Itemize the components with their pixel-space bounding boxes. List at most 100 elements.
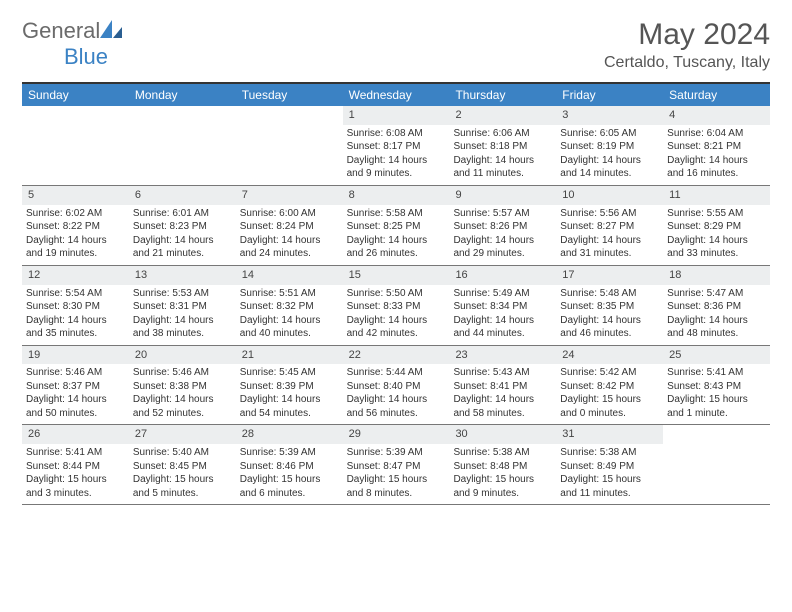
sunrise-line: Sunrise: 5:38 AM xyxy=(560,446,659,460)
daynum-bar: 23 xyxy=(449,346,556,365)
sunrise-line: Sunrise: 5:53 AM xyxy=(133,287,232,301)
sunrise-line: Sunrise: 6:01 AM xyxy=(133,207,232,221)
page-header: GeneralBlue May 2024 Certaldo, Tuscany, … xyxy=(22,18,770,72)
day-cell: 4 Sunrise: 6:04 AMSunset: 8:21 PMDaylight… xyxy=(663,106,770,185)
sunset-line: Sunset: 8:47 PM xyxy=(347,460,446,474)
daylight-line: Daylight: 15 hours and 9 minutes. xyxy=(453,473,552,500)
daylight-line: Daylight: 15 hours and 11 minutes. xyxy=(560,473,659,500)
day-cell: 3Sunrise: 6:05 AMSunset: 8:19 PMDaylight… xyxy=(556,106,663,185)
day-cell: 9Sunrise: 5:57 AMSunset: 8:26 PMDaylight… xyxy=(449,186,556,265)
day-header-cell: Tuesday xyxy=(236,84,343,106)
daylight-line: Daylight: 14 hours and 52 minutes. xyxy=(133,393,232,420)
weeks-container: 1Sunrise: 6:08 AMSunset: 8:17 PMDaylight… xyxy=(22,106,770,505)
sunset-line: Sunset: 8:24 PM xyxy=(240,220,339,234)
week-row: 1Sunrise: 6:08 AMSunset: 8:17 PMDaylight… xyxy=(22,106,770,186)
week-row: 5Sunrise: 6:02 AMSunset: 8:22 PMDaylight… xyxy=(22,186,770,266)
sunrise-line: Sunrise: 5:41 AM xyxy=(667,366,766,380)
daylight-line: Daylight: 14 hours and 21 minutes. xyxy=(133,234,232,261)
daynum-bar: 22 xyxy=(343,346,450,365)
sunset-line: Sunset: 8:26 PM xyxy=(453,220,552,234)
day-cell: 20Sunrise: 5:46 AMSunset: 8:38 PMDayligh… xyxy=(129,346,236,425)
sunrise-line: Sunrise: 6:06 AM xyxy=(453,127,552,141)
sunrise-line: Sunrise: 5:39 AM xyxy=(347,446,446,460)
daylight-line: Daylight: 14 hours and 31 minutes. xyxy=(560,234,659,261)
title-block: May 2024 Certaldo, Tuscany, Italy xyxy=(604,18,770,72)
day-cell xyxy=(22,106,129,185)
day-cell: 15Sunrise: 5:50 AMSunset: 8:33 PMDayligh… xyxy=(343,266,450,345)
daylight-line: Daylight: 15 hours and 8 minutes. xyxy=(347,473,446,500)
daylight-line: Daylight: 14 hours and 48 minutes. xyxy=(667,314,766,341)
sunset-line: Sunset: 8:44 PM xyxy=(26,460,125,474)
daynum-bar-empty xyxy=(22,106,129,124)
daynum-bar: 2 xyxy=(449,106,556,125)
sunset-line: Sunset: 8:40 PM xyxy=(347,380,446,394)
daylight-line: Daylight: 14 hours and 9 minutes. xyxy=(347,154,446,181)
sunset-line: Sunset: 8:45 PM xyxy=(133,460,232,474)
daynum-bar: 16 xyxy=(449,266,556,285)
sunrise-line: Sunrise: 5:42 AM xyxy=(560,366,659,380)
sunset-line: Sunset: 8:25 PM xyxy=(347,220,446,234)
day-cell xyxy=(236,106,343,185)
daynum-bar: 7 xyxy=(236,186,343,205)
daynum-bar: 24 xyxy=(556,346,663,365)
day-cell xyxy=(129,106,236,185)
day-cell: 8Sunrise: 5:58 AMSunset: 8:25 PMDaylight… xyxy=(343,186,450,265)
sunset-line: Sunset: 8:39 PM xyxy=(240,380,339,394)
daynum-bar-empty xyxy=(663,425,770,443)
sunset-line: Sunset: 8:34 PM xyxy=(453,300,552,314)
sunrise-line: Sunrise: 5:45 AM xyxy=(240,366,339,380)
sunrise-line: Sunrise: 6:02 AM xyxy=(26,207,125,221)
day-cell: 31Sunrise: 5:38 AMSunset: 8:49 PMDayligh… xyxy=(556,425,663,504)
sunset-line: Sunset: 8:21 PM xyxy=(667,140,766,154)
sail-icon xyxy=(100,18,122,43)
day-header-cell: Saturday xyxy=(663,84,770,106)
sunset-line: Sunset: 8:17 PM xyxy=(347,140,446,154)
sunrise-line: Sunrise: 6:04 AM xyxy=(667,127,766,141)
daynum-bar: 18 xyxy=(663,266,770,285)
day-cell: 28Sunrise: 5:39 AMSunset: 8:46 PMDayligh… xyxy=(236,425,343,504)
daynum-bar: 4 xyxy=(663,106,770,125)
day-cell: 2Sunrise: 6:06 AMSunset: 8:18 PMDaylight… xyxy=(449,106,556,185)
day-cell: 17Sunrise: 5:48 AMSunset: 8:35 PMDayligh… xyxy=(556,266,663,345)
daylight-line: Daylight: 14 hours and 40 minutes. xyxy=(240,314,339,341)
daylight-line: Daylight: 14 hours and 42 minutes. xyxy=(347,314,446,341)
sunrise-line: Sunrise: 5:50 AM xyxy=(347,287,446,301)
daynum-bar: 3 xyxy=(556,106,663,125)
daynum-bar: 17 xyxy=(556,266,663,285)
sunset-line: Sunset: 8:19 PM xyxy=(560,140,659,154)
day-cell: 10Sunrise: 5:56 AMSunset: 8:27 PMDayligh… xyxy=(556,186,663,265)
week-row: 26Sunrise: 5:41 AMSunset: 8:44 PMDayligh… xyxy=(22,425,770,505)
sunset-line: Sunset: 8:43 PM xyxy=(667,380,766,394)
week-row: 19Sunrise: 5:46 AMSunset: 8:37 PMDayligh… xyxy=(22,346,770,426)
daynum-bar: 11 xyxy=(663,186,770,205)
sunrise-line: Sunrise: 5:46 AM xyxy=(133,366,232,380)
sunset-line: Sunset: 8:31 PM xyxy=(133,300,232,314)
week-row: 12Sunrise: 5:54 AMSunset: 8:30 PMDayligh… xyxy=(22,266,770,346)
day-cell: 22Sunrise: 5:44 AMSunset: 8:40 PMDayligh… xyxy=(343,346,450,425)
sunrise-line: Sunrise: 5:51 AM xyxy=(240,287,339,301)
day-cell: 26Sunrise: 5:41 AMSunset: 8:44 PMDayligh… xyxy=(22,425,129,504)
day-header-cell: Friday xyxy=(556,84,663,106)
sunset-line: Sunset: 8:48 PM xyxy=(453,460,552,474)
day-cell: 29Sunrise: 5:39 AMSunset: 8:47 PMDayligh… xyxy=(343,425,450,504)
day-cell: 30Sunrise: 5:38 AMSunset: 8:48 PMDayligh… xyxy=(449,425,556,504)
daylight-line: Daylight: 15 hours and 3 minutes. xyxy=(26,473,125,500)
daylight-line: Daylight: 14 hours and 58 minutes. xyxy=(453,393,552,420)
brand-text: GeneralBlue xyxy=(22,18,122,70)
day-header-cell: Sunday xyxy=(22,84,129,106)
sunset-line: Sunset: 8:30 PM xyxy=(26,300,125,314)
daynum-bar: 15 xyxy=(343,266,450,285)
sunrise-line: Sunrise: 5:44 AM xyxy=(347,366,446,380)
day-cell: 1Sunrise: 6:08 AMSunset: 8:17 PMDaylight… xyxy=(343,106,450,185)
daynum-bar: 19 xyxy=(22,346,129,365)
daynum-bar: 26 xyxy=(22,425,129,444)
daynum-bar: 20 xyxy=(129,346,236,365)
day-header-cell: Monday xyxy=(129,84,236,106)
daylight-line: Daylight: 14 hours and 16 minutes. xyxy=(667,154,766,181)
daylight-line: Daylight: 14 hours and 14 minutes. xyxy=(560,154,659,181)
daylight-line: Daylight: 14 hours and 35 minutes. xyxy=(26,314,125,341)
day-cell: 24Sunrise: 5:42 AMSunset: 8:42 PMDayligh… xyxy=(556,346,663,425)
daynum-bar: 9 xyxy=(449,186,556,205)
sunrise-line: Sunrise: 5:57 AM xyxy=(453,207,552,221)
daylight-line: Daylight: 14 hours and 33 minutes. xyxy=(667,234,766,261)
